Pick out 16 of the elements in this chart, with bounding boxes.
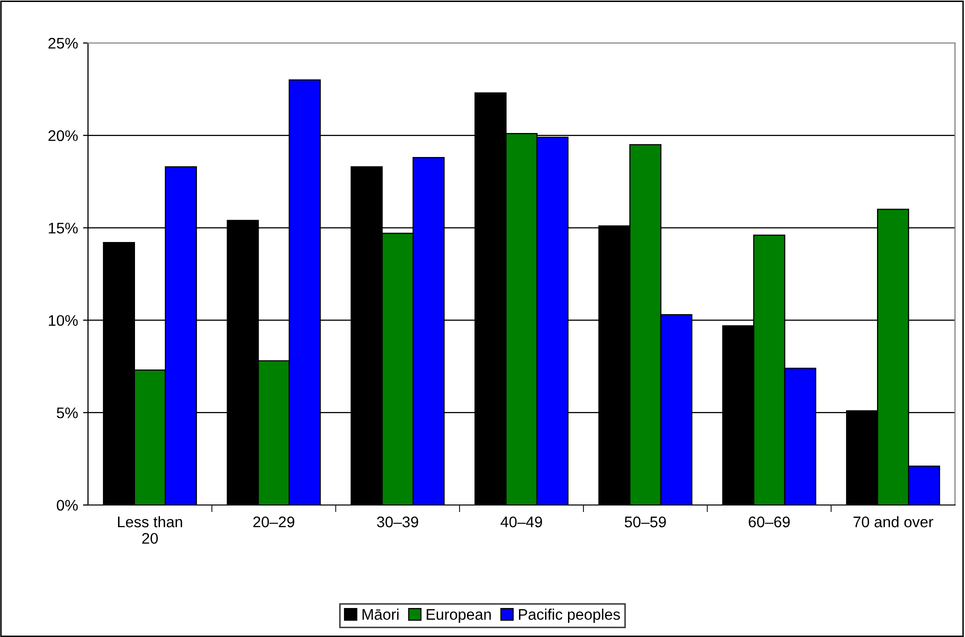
y-tick-label: 20%	[48, 130, 78, 142]
y-tick-label: 10%	[48, 315, 78, 326]
legend-label: Māori	[362, 608, 398, 620]
x-tick-label: 40–49	[500, 516, 542, 528]
y-tick-label: 5%	[56, 408, 78, 418]
x-tick-label: 60–69	[748, 516, 790, 528]
y-tick-label: 0%	[56, 500, 78, 511]
legend-label: Pacific peoples	[518, 608, 620, 623]
legend-label: European	[426, 609, 491, 623]
x-tick-label: Less than 20	[118, 516, 182, 544]
y-tick-label: 25%	[48, 38, 78, 49]
x-tick-label: 70 and over	[854, 516, 934, 528]
x-tick-label: 20–29	[253, 516, 294, 528]
x-tick-label: 50–59	[624, 516, 666, 528]
y-tick-label: 15%	[48, 222, 78, 234]
x-tick-label: 30–39	[376, 516, 418, 528]
